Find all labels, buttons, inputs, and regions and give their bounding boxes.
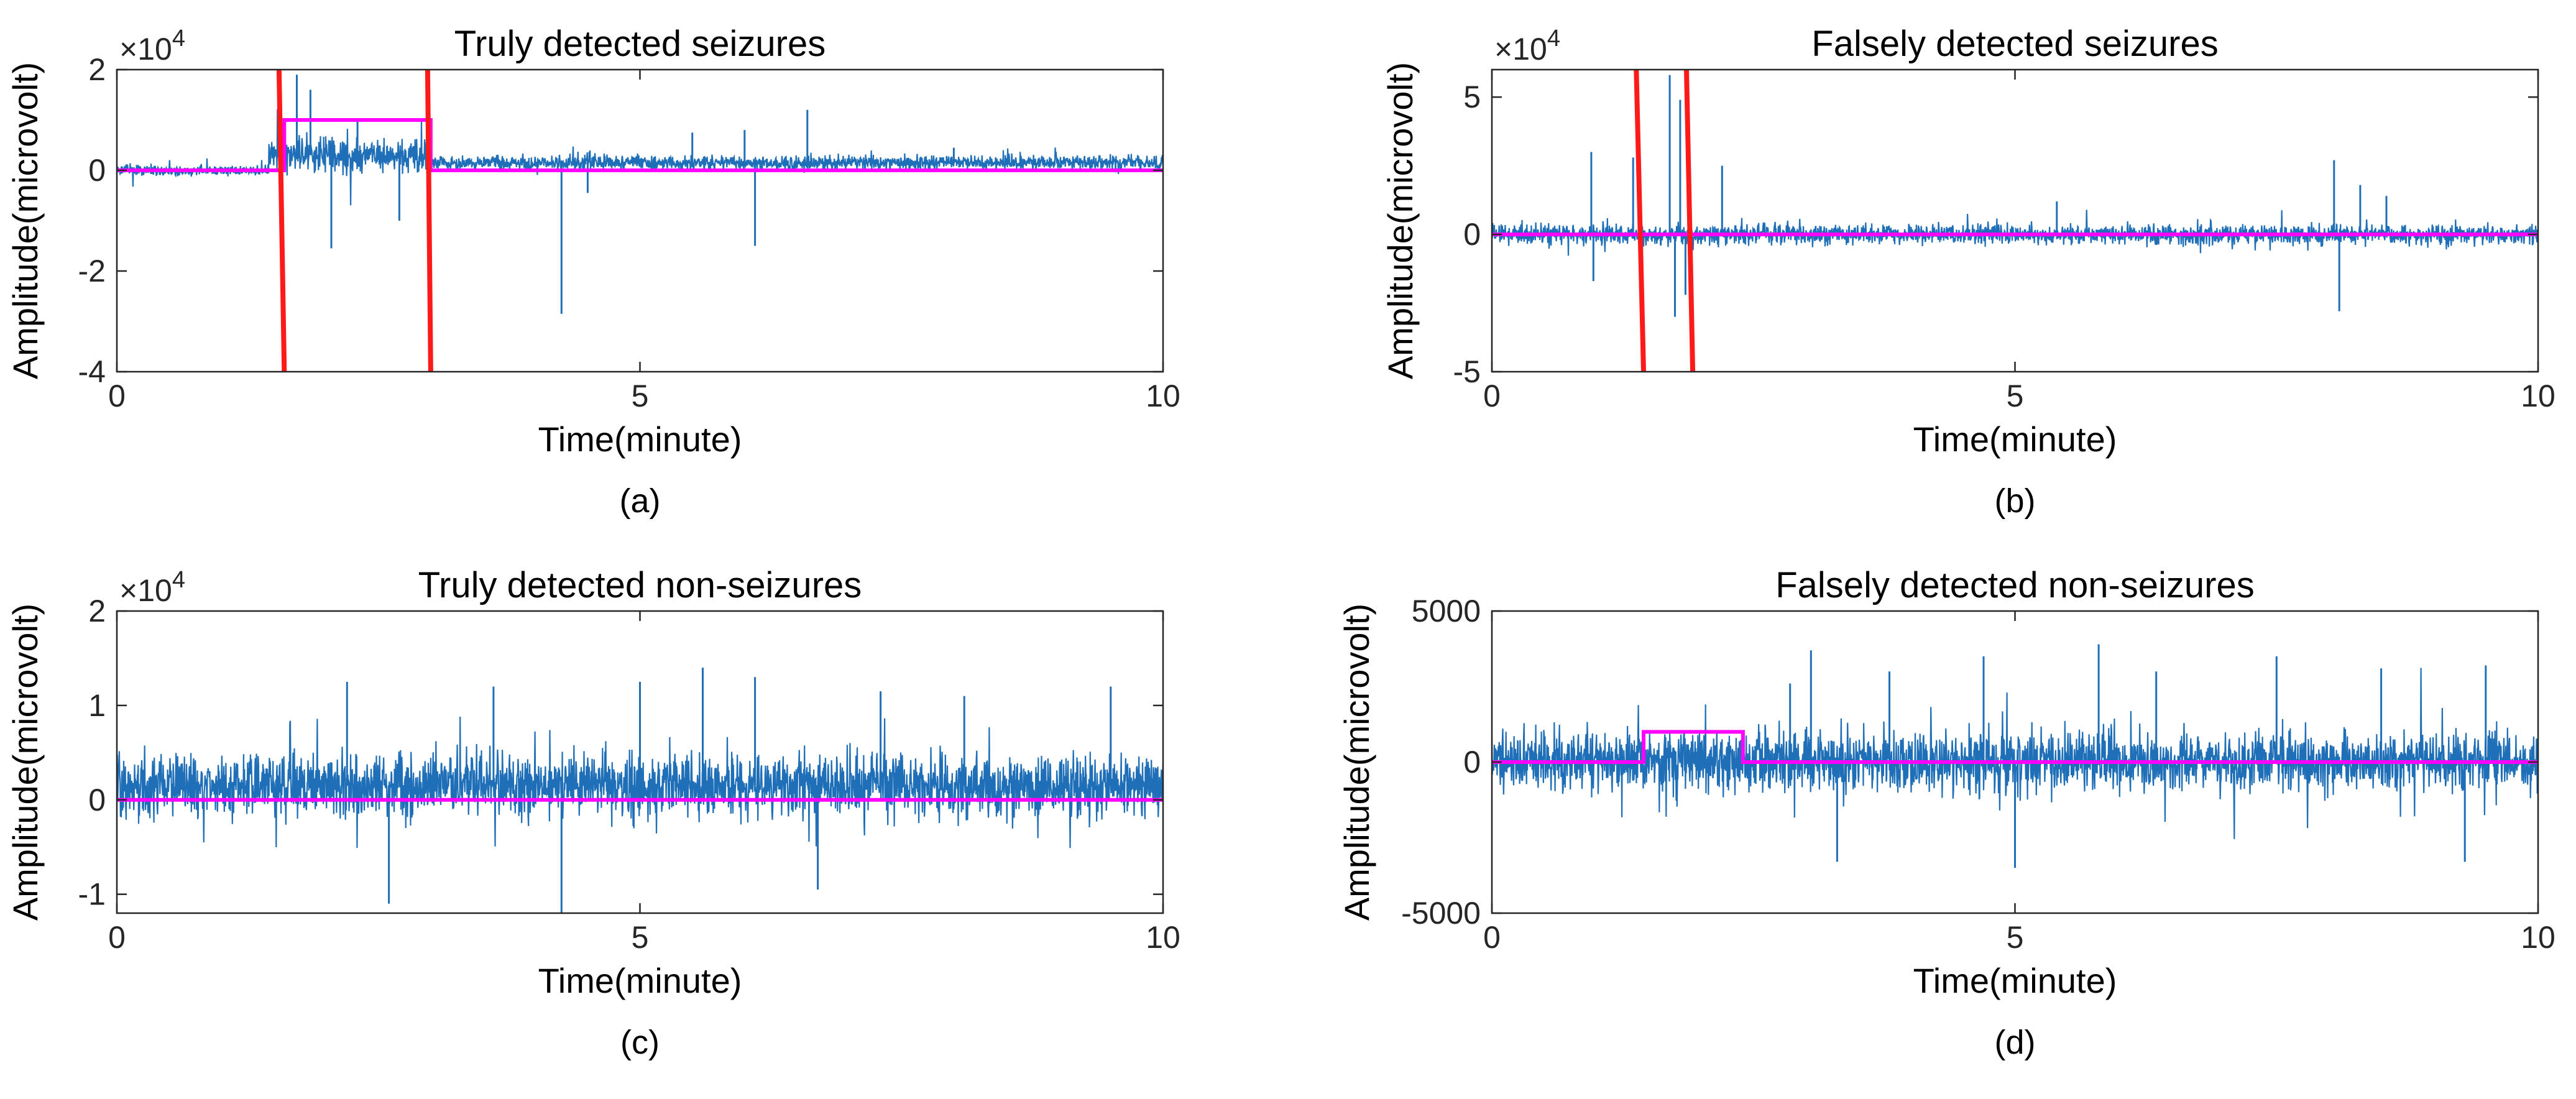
x-axis-label: Time(minute) bbox=[1913, 961, 2117, 1000]
detection-line bbox=[425, 70, 433, 372]
signal-trace bbox=[117, 109, 1163, 206]
y-axis-label: Amplitude(microvolt) bbox=[6, 62, 45, 379]
exponent-power: 4 bbox=[1547, 25, 1560, 52]
y-axis-label: Amplitude(microvolt) bbox=[6, 604, 45, 921]
x-tick-label: 5 bbox=[2007, 920, 2024, 955]
x-axis-label: Time(minute) bbox=[1913, 420, 2117, 459]
plot-area bbox=[117, 70, 1163, 372]
y-tick-label: 0 bbox=[1463, 217, 1481, 252]
exponent-base: ×10 bbox=[1494, 32, 1547, 67]
panel-caption: (c) bbox=[620, 1024, 660, 1061]
y-tick-label: -5 bbox=[1453, 354, 1481, 389]
y-axis-label: Amplitude(microvolt) bbox=[1381, 62, 1420, 379]
y-axis-label: Amplitude(microvolt) bbox=[1337, 604, 1376, 921]
y-tick-label: 0 bbox=[88, 783, 106, 817]
x-tick-label: 0 bbox=[108, 379, 126, 413]
exponent-base: ×10 bbox=[119, 573, 172, 608]
y-tick-label: 1 bbox=[88, 688, 106, 723]
chart-title: Truly detected non-seizures bbox=[418, 565, 862, 605]
x-tick-label: 10 bbox=[1146, 920, 1180, 955]
x-axis-label: Time(minute) bbox=[538, 961, 742, 1000]
x-tick-label: 5 bbox=[632, 920, 649, 955]
detection-line bbox=[1634, 70, 1646, 372]
detection-line bbox=[1684, 70, 1696, 372]
axis-exponent: ×104 bbox=[1494, 25, 1560, 67]
x-tick-label: 10 bbox=[2521, 379, 2555, 413]
panel-a: 0 5 10 -4 -2 0 2 ×104 Truly detected seizures Tim… bbox=[6, 24, 1180, 520]
y-tick-label: 5 bbox=[1463, 80, 1481, 114]
y-tick-label: -1 bbox=[78, 877, 106, 912]
y-tick-label: 0 bbox=[88, 153, 106, 188]
exponent-power: 4 bbox=[172, 567, 185, 593]
exponent-power: 4 bbox=[172, 25, 185, 52]
x-tick-label: 10 bbox=[2521, 920, 2555, 955]
panel-caption: (a) bbox=[620, 482, 661, 520]
axis-exponent: ×104 bbox=[119, 25, 185, 67]
seizure-label-trace bbox=[1492, 730, 2538, 764]
axis-exponent: ×104 bbox=[119, 567, 185, 608]
exponent-base: ×10 bbox=[119, 32, 172, 67]
chart-title: Truly detected seizures bbox=[454, 24, 826, 64]
panel-caption: (d) bbox=[1995, 1024, 2036, 1061]
x-tick-label: 0 bbox=[1483, 920, 1501, 955]
x-tick-label: 10 bbox=[1146, 379, 1180, 413]
panel-b: 0 5 10-505×104 Falsely detected seizuresTim… bbox=[1381, 24, 2555, 520]
y-tick-label: 0 bbox=[1463, 745, 1481, 779]
x-tick-label: 5 bbox=[632, 379, 649, 413]
y-tick-label: 2 bbox=[88, 52, 106, 87]
plot-area bbox=[1492, 70, 2538, 372]
y-tick-label: -5000 bbox=[1401, 896, 1481, 931]
x-tick-label: 0 bbox=[108, 920, 126, 955]
detection-line bbox=[276, 70, 287, 372]
chart-title: Falsely detected seizures bbox=[1811, 24, 2218, 64]
chart-title: Falsely detected non-seizures bbox=[1775, 565, 2255, 605]
panel-caption: (b) bbox=[1995, 482, 2036, 520]
y-tick-label: 2 bbox=[88, 594, 106, 628]
signal-trace bbox=[117, 716, 1163, 848]
y-tick-label: -4 bbox=[78, 354, 106, 389]
y-tick-label: 5000 bbox=[1412, 594, 1481, 628]
seizure-label-trace bbox=[117, 118, 1163, 172]
x-tick-label: 0 bbox=[1483, 379, 1501, 413]
x-tick-label: 5 bbox=[2007, 379, 2024, 413]
x-axis-label: Time(minute) bbox=[538, 420, 742, 459]
y-tick-label: -2 bbox=[78, 254, 106, 288]
